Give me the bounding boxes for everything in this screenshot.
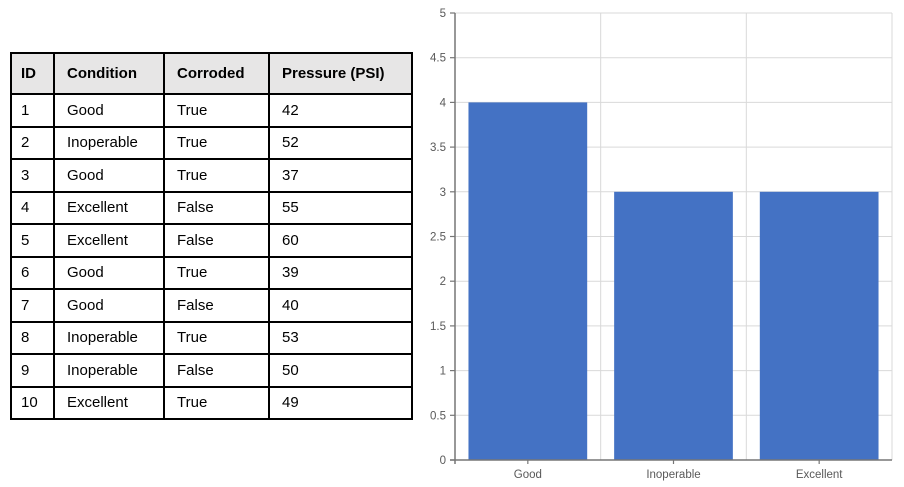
table-cell: False (163, 353, 270, 388)
table-row: 7 Good False 40 (10, 288, 413, 323)
table-cell: 52 (268, 125, 413, 160)
table-row: 5 Excellent False 60 (10, 223, 413, 258)
pipe-data-table: ID Condition Corroded Pressure (PSI) 1 Good T… (10, 52, 413, 420)
table-cell: Good (53, 93, 165, 128)
column-header-corroded: Corroded (163, 52, 270, 95)
table-cell: True (163, 255, 270, 290)
table-cell: True (163, 125, 270, 160)
table-cell: Inoperable (53, 353, 165, 388)
chart-bar (759, 191, 879, 461)
table-cell: False (163, 223, 270, 258)
table-cell: 1 (10, 93, 55, 128)
table-cell: 60 (268, 223, 413, 258)
table-cell: 42 (268, 93, 413, 128)
table-row: 10 Excellent True 49 (10, 385, 413, 420)
table-cell: Excellent (53, 190, 165, 225)
table-cell: 2 (10, 125, 55, 160)
column-header-id: ID (10, 52, 55, 95)
y-axis-tick-label: 3.5 (430, 142, 446, 154)
table-cell: 10 (10, 385, 55, 420)
table-cell: Inoperable (53, 320, 165, 355)
table-row: 2 Inoperable True 52 (10, 125, 413, 160)
table-cell: False (163, 288, 270, 323)
table-cell: 6 (10, 255, 55, 290)
table-cell: Excellent (53, 223, 165, 258)
table-cell: 50 (268, 353, 413, 388)
table-cell: 8 (10, 320, 55, 355)
table-cell: 39 (268, 255, 413, 290)
table-cell: Good (53, 158, 165, 193)
y-axis-tick-label: 4 (440, 97, 447, 109)
table-cell: True (163, 158, 270, 193)
table-row: 9 Inoperable False 50 (10, 353, 413, 388)
y-axis-tick-label: 5 (440, 8, 446, 20)
bar-chart-svg: 0 0.5 1 1.5 2 2.5 3 3.5 4 4.5 5 Good Inoperable Excel… (430, 8, 893, 481)
table-cell: Excellent (53, 385, 165, 420)
table-cell: 53 (268, 320, 413, 355)
table-row: 4 Excellent False 55 (10, 190, 413, 225)
condition-count-bar-chart: 0 0.5 1 1.5 2 2.5 3 3.5 4 4.5 5 Good Inoperable Excel… (420, 0, 904, 487)
table-body: 1 Good True 42 2 Inoperable True 52 3 Good True 37 4… (10, 93, 413, 420)
y-axis-tick-label: 2.5 (430, 232, 446, 244)
table-header-row: ID Condition Corroded Pressure (PSI) (10, 52, 413, 95)
x-axis-category-label: Good (514, 469, 542, 481)
table-cell: True (163, 320, 270, 355)
chart-bar (468, 102, 588, 461)
table-cell: 3 (10, 158, 55, 193)
column-header-pressure-psi: Pressure (PSI) (268, 52, 413, 95)
x-axis-category-label: Excellent (796, 469, 843, 481)
table-cell: Good (53, 255, 165, 290)
column-header-condition: Condition (53, 52, 165, 95)
y-axis-tick-label: 4.5 (430, 53, 446, 65)
table-cell: 49 (268, 385, 413, 420)
y-axis-tick-label: 0.5 (430, 410, 446, 422)
y-axis-tick-label: 1 (440, 366, 446, 378)
table-row: 3 Good True 37 (10, 158, 413, 193)
table-cell: 4 (10, 190, 55, 225)
table-cell: Good (53, 288, 165, 323)
table-cell: True (163, 385, 270, 420)
table-row: 6 Good True 39 (10, 255, 413, 290)
y-axis-tick-label: 3 (440, 187, 446, 199)
table-cell: 5 (10, 223, 55, 258)
y-axis-tick-label: 1.5 (430, 321, 446, 333)
table-row: 8 Inoperable True 53 (10, 320, 413, 355)
chart-bar (614, 191, 733, 461)
y-axis-tick-label: 0 (440, 455, 446, 467)
table-cell: 40 (268, 288, 413, 323)
table-cell: False (163, 190, 270, 225)
x-axis-category-label: Inoperable (646, 469, 700, 481)
table-cell: 9 (10, 353, 55, 388)
table-cell: Inoperable (53, 125, 165, 160)
table-row: 1 Good True 42 (10, 93, 413, 128)
table-cell: True (163, 93, 270, 128)
table-cell: 37 (268, 158, 413, 193)
y-axis-tick-label: 2 (440, 276, 446, 288)
table-cell: 55 (268, 190, 413, 225)
table-cell: 7 (10, 288, 55, 323)
